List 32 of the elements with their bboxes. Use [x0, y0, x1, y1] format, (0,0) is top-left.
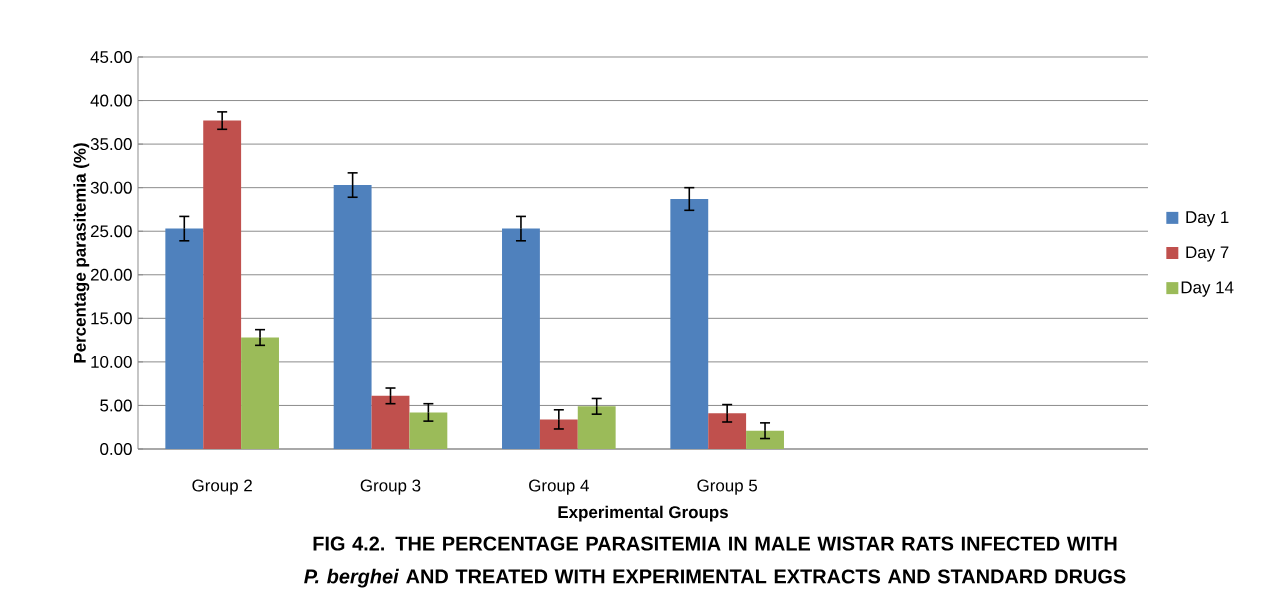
x-tick-label: Group 3 — [360, 479, 421, 495]
x-tick-label: Group 4 — [529, 479, 589, 495]
bar — [333, 185, 372, 449]
y-tick-label: 5.00 — [100, 399, 132, 412]
y-tick-label: 40.00 — [90, 94, 132, 107]
text: FIG 4.2. THE PERCENTAGE PARASITEMIA IN MALE WISTAR RATS INFECTED WITH P. berghei AND TREATED WITH EXPERIMENTAL EXTRACTS AND STANDARD DRUGS — [304, 536, 1126, 588]
bar — [502, 228, 540, 449]
y-tick-label: 35.00 — [90, 138, 132, 151]
bar — [241, 337, 279, 449]
bar — [539, 419, 578, 449]
x-axis-title: Experimental Groups — [558, 505, 728, 522]
bar — [203, 120, 242, 449]
y-tick-label: 20.00 — [90, 268, 132, 281]
x-tick-label: Group 2 — [192, 479, 252, 495]
legend-label: Day 7 — [1186, 246, 1229, 262]
bar — [409, 412, 448, 449]
bar — [371, 395, 410, 449]
y-tick-label: 0.00 — [100, 443, 132, 455]
bar — [577, 406, 616, 449]
legend-label: Day 14 — [1181, 281, 1234, 297]
y-axis-title: Percentage parasitemia (%) — [73, 143, 90, 363]
bar — [746, 430, 784, 449]
bar — [670, 198, 709, 449]
y-tick-label: 30.00 — [90, 181, 132, 194]
y-tick-label: 45.00 — [90, 51, 132, 63]
legend-label: Day 1 — [1186, 211, 1229, 227]
y-tick-label: 15.00 — [91, 312, 132, 325]
y-tick-label: 10.00 — [91, 355, 132, 368]
x-tick-label: Group 5 — [697, 479, 758, 495]
bar — [165, 228, 204, 449]
bar — [708, 413, 747, 449]
y-tick-label: 25.00 — [90, 225, 132, 238]
